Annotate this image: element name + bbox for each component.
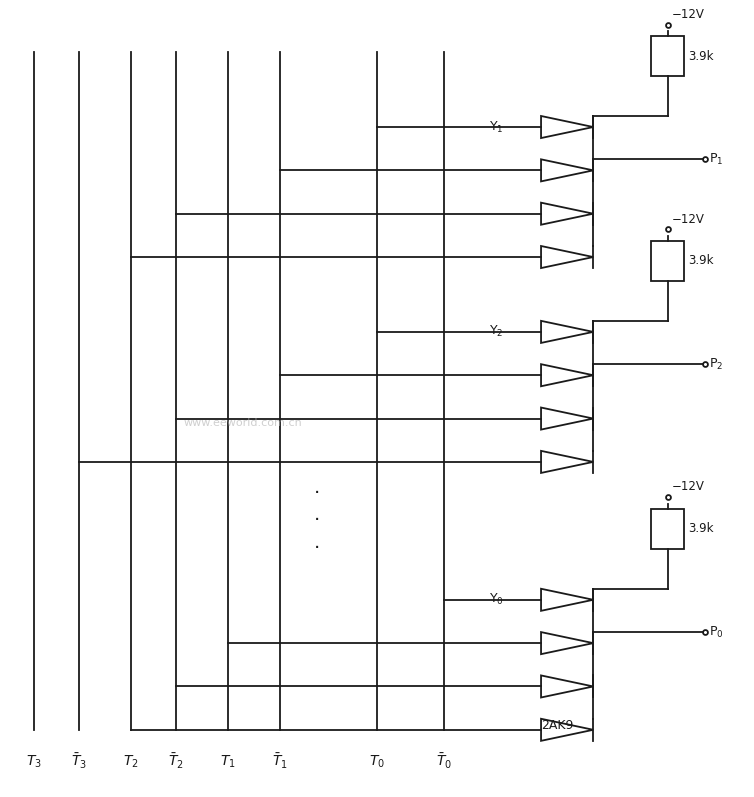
Text: −12V: −12V	[672, 213, 704, 226]
Bar	[651, 241, 684, 281]
Text: $\bar{T}_3$: $\bar{T}_3$	[71, 752, 87, 771]
Text: 3.9k: 3.9k	[688, 522, 713, 536]
Text: $\bar{T}_0$: $\bar{T}_0$	[436, 752, 452, 771]
Bar	[651, 37, 684, 76]
Text: 2AK9: 2AK9	[541, 720, 574, 732]
Text: $T_1$: $T_1$	[220, 753, 236, 770]
Text: −12V: −12V	[672, 481, 704, 493]
Text: Y$_0$: Y$_0$	[489, 592, 504, 607]
Text: $\bar{T}_2$: $\bar{T}_2$	[167, 752, 183, 771]
Text: ·: ·	[314, 512, 320, 531]
Text: $T_0$: $T_0$	[369, 753, 385, 770]
Text: ·: ·	[314, 539, 320, 558]
Bar	[651, 509, 684, 548]
Text: −12V: −12V	[672, 8, 704, 21]
Text: www.eeworld.com.cn: www.eeworld.com.cn	[183, 418, 302, 427]
Text: ·: ·	[314, 484, 320, 503]
Text: $T_3$: $T_3$	[26, 753, 42, 770]
Text: $T_2$: $T_2$	[123, 753, 139, 770]
Text: P$_0$: P$_0$	[709, 625, 724, 640]
Text: Y$_1$: Y$_1$	[489, 120, 504, 135]
Text: P$_1$: P$_1$	[709, 151, 723, 167]
Text: Y$_2$: Y$_2$	[489, 324, 504, 340]
Text: 3.9k: 3.9k	[688, 49, 713, 63]
Text: $\bar{T}_1$: $\bar{T}_1$	[272, 752, 288, 771]
Text: 3.9k: 3.9k	[688, 254, 713, 268]
Text: P$_2$: P$_2$	[709, 356, 723, 371]
